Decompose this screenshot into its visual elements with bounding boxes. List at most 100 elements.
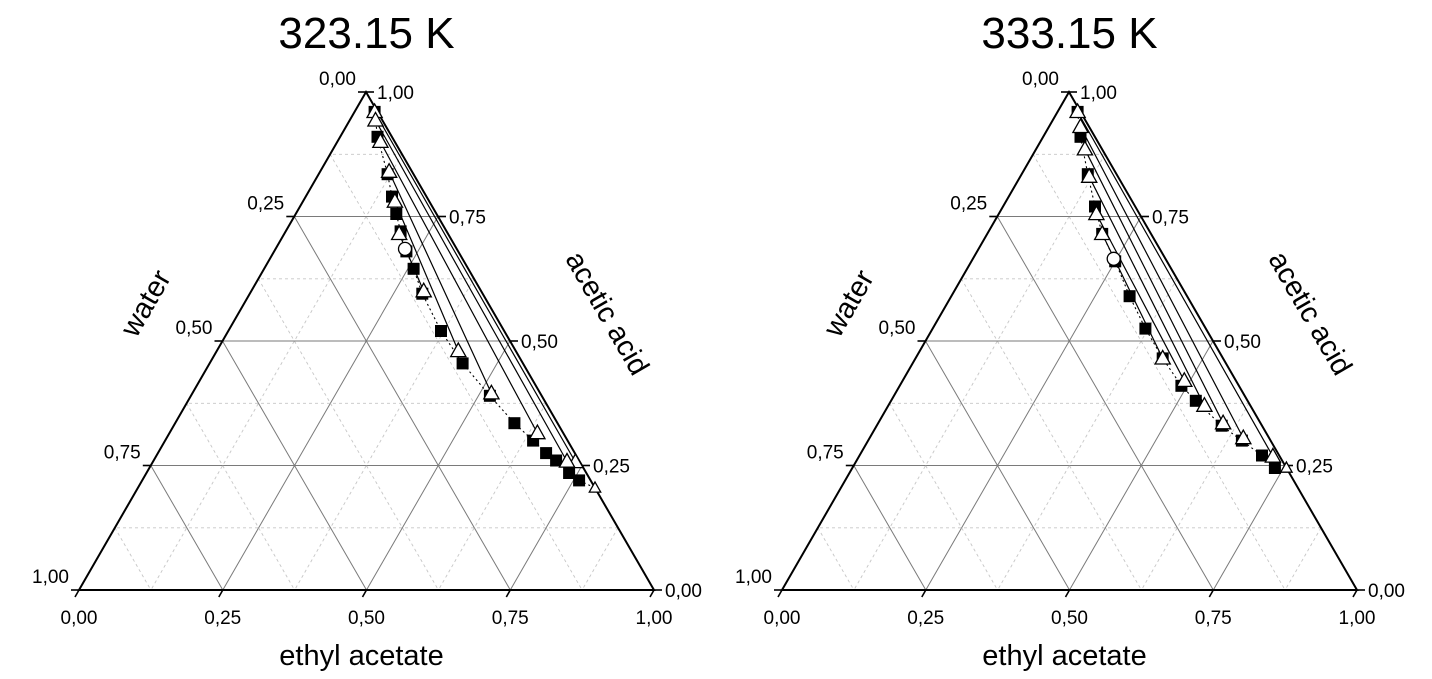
right-tick-label: 0,75 xyxy=(1152,208,1189,229)
end-point xyxy=(588,480,602,493)
solubility-curve xyxy=(1077,111,1287,469)
tie-line-end-point xyxy=(1264,447,1282,463)
tie-line-end-point xyxy=(482,383,501,400)
tie-line xyxy=(374,120,568,462)
ternary-panel-333: 0,00 0,00 1,00 0,25 0,25 0,75 0,50 0,50 0,50 0,75… xyxy=(735,9,1405,672)
chart-title: 323.15 K xyxy=(278,9,454,58)
solubility-point xyxy=(550,454,563,467)
tie-line xyxy=(1088,176,1205,406)
bottom-tick-label: 0,50 xyxy=(1051,608,1088,629)
solubility-point xyxy=(573,474,586,487)
right-tick-label: 0,00 xyxy=(665,581,702,602)
grid-line xyxy=(1212,465,1286,591)
left-tick-label: 0,00 xyxy=(1022,69,1059,90)
grid-line xyxy=(925,340,1070,591)
left-tick-label: 0,50 xyxy=(176,318,213,339)
tie-line xyxy=(1095,213,1185,382)
tie-line xyxy=(379,141,538,434)
solubility-point xyxy=(540,447,553,460)
tie-line xyxy=(1084,149,1224,424)
grid-line xyxy=(996,216,1214,591)
grid-line xyxy=(509,465,583,591)
grid-line xyxy=(817,527,855,591)
bottom-tick-label: 1,00 xyxy=(1339,608,1376,629)
tie-line-end-point xyxy=(1234,428,1253,445)
grid-line xyxy=(1284,527,1322,591)
water-axis-label: water xyxy=(114,264,178,343)
solubility-point xyxy=(435,325,447,337)
grid-line xyxy=(114,527,152,591)
bottom-tick xyxy=(777,589,783,598)
bottom-tick xyxy=(74,589,80,598)
tie-line-end-point xyxy=(1214,413,1232,430)
bottom-tick xyxy=(361,589,368,598)
solubility-point xyxy=(1139,322,1152,335)
tie-line-end-point xyxy=(390,224,408,241)
right-tick-label: 0,00 xyxy=(1368,581,1405,602)
tie-line-end-point xyxy=(1068,102,1087,119)
tie-line-end-point xyxy=(449,341,468,358)
grid-line xyxy=(150,154,403,591)
right-tick-label: 1,00 xyxy=(377,83,414,104)
bottom-tick xyxy=(1352,589,1358,598)
solubility-point xyxy=(1074,130,1087,143)
solubility-point xyxy=(1123,290,1136,303)
grid-line xyxy=(1141,403,1250,591)
bottom-tick-label: 0,75 xyxy=(492,608,529,629)
bottom-tick-label: 0,25 xyxy=(204,608,241,629)
right-tick-label: 0,50 xyxy=(521,332,558,353)
tie-line xyxy=(374,111,576,463)
tie-line-end-point xyxy=(380,162,398,178)
tie-line-end-point xyxy=(371,132,390,149)
left-tick-label: 1,00 xyxy=(735,567,772,588)
left-tick-label: 0,25 xyxy=(950,194,987,215)
solubility-point xyxy=(407,262,420,275)
left-tick-label: 0,75 xyxy=(807,443,844,464)
tie-line-end-point xyxy=(1153,349,1172,365)
tie-line xyxy=(388,171,492,394)
solubility-point xyxy=(1189,394,1202,407)
solubility-point xyxy=(508,417,521,430)
acetic-acid-axis-label: acetic acid xyxy=(1262,246,1358,381)
left-tick-label: 1,00 xyxy=(32,567,69,588)
right-tick-label: 0,75 xyxy=(449,208,486,229)
bottom-tick xyxy=(1208,589,1214,598)
grid-line xyxy=(222,340,367,591)
solubility-point xyxy=(563,467,576,479)
tie-line-end-point xyxy=(1175,371,1194,388)
bottom-tick xyxy=(921,589,927,598)
bottom-tick-label: 0,50 xyxy=(348,608,385,629)
bottom-tick-label: 0,75 xyxy=(1195,608,1232,629)
solubility-point xyxy=(390,208,403,220)
grid-line xyxy=(258,278,439,591)
tie-line-end-point xyxy=(1071,117,1090,134)
left-tick-label: 0,75 xyxy=(104,443,141,464)
bottom-tick-label: 1,00 xyxy=(636,608,673,629)
tie-line-end-point xyxy=(1093,224,1111,241)
plait-point xyxy=(1106,251,1121,266)
grid-line xyxy=(581,527,619,591)
bottom-tick xyxy=(218,589,224,598)
solubility-point xyxy=(1268,462,1281,474)
bottom-tick-label: 0,25 xyxy=(907,608,944,629)
water-axis-label: water xyxy=(817,264,881,343)
bottom-tick xyxy=(649,589,655,598)
right-tick-label: 0,50 xyxy=(1224,332,1261,353)
grid-line xyxy=(150,465,224,591)
left-tick-label: 0,00 xyxy=(319,69,356,90)
x-axis-label: ethyl acetate xyxy=(982,640,1146,672)
left-tick-label: 0,25 xyxy=(247,194,284,215)
right-tick-label: 0,25 xyxy=(593,457,630,478)
grid-line xyxy=(438,403,547,591)
tie-line-end-point xyxy=(1076,139,1094,156)
x-axis-label: ethyl acetate xyxy=(279,640,443,672)
tie-line xyxy=(1079,126,1244,439)
tie-line-end-point xyxy=(366,111,385,127)
ternary-panel-323: 0,00 0,00 1,00 0,25 0,25 0,75 0,50 0,50 0,50 0,75… xyxy=(32,9,702,672)
bottom-tick xyxy=(505,589,511,598)
solubility-point xyxy=(1256,449,1268,462)
acetic-acid-axis-label: acetic acid xyxy=(559,246,655,381)
left-tick-label: 0,50 xyxy=(879,318,916,339)
tie-line-end-point xyxy=(414,281,433,298)
